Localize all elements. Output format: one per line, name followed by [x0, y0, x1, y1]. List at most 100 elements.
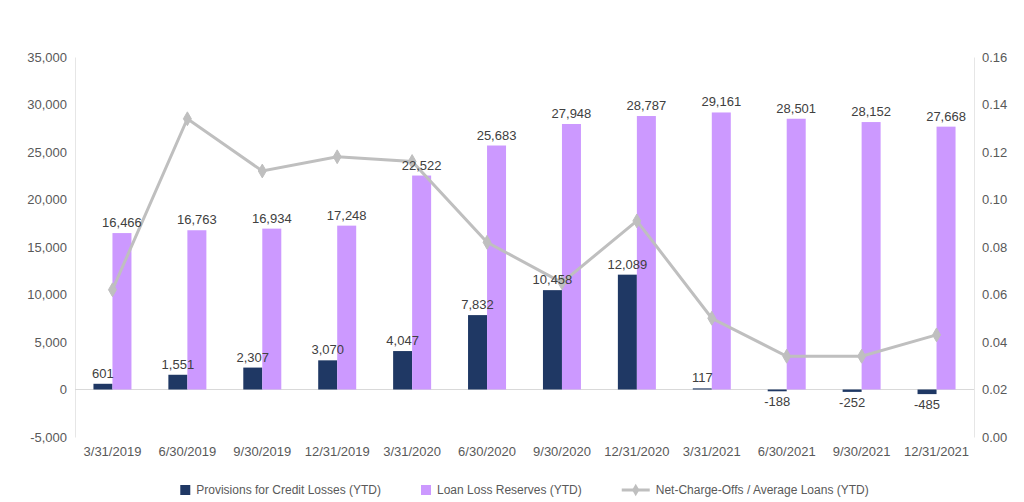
- tick: 0: [60, 382, 75, 397]
- marker: [183, 112, 191, 126]
- chart: -5,00005,00010,00015,00020,00025,00030,0…: [0, 0, 1024, 502]
- tick: 12/31/2020: [604, 444, 669, 459]
- tick-label: 0.04: [982, 335, 1007, 350]
- tick-label: -5,000: [30, 430, 67, 445]
- tick-label: 0.10: [982, 192, 1007, 207]
- data-label: 1,551: [162, 357, 195, 372]
- tick-label: 12/31/2021: [904, 444, 969, 459]
- legend-swatch: [180, 485, 190, 495]
- data-label: 16,763: [177, 212, 217, 227]
- legend-marker: [632, 484, 639, 496]
- data-labels: 6011,5512,3073,0704,0477,83210,45812,089…: [92, 94, 966, 412]
- tick: 6/30/2019: [158, 444, 216, 459]
- tick-label: 12/31/2020: [604, 444, 669, 459]
- bar: [618, 275, 637, 390]
- tick-label: 0.02: [982, 382, 1007, 397]
- data-label: 25,683: [477, 128, 517, 143]
- tick: 0.12: [974, 145, 1007, 160]
- tick: 35,000: [27, 50, 75, 65]
- data-label: -188: [764, 394, 790, 409]
- bar-series: [93, 275, 936, 394]
- tick-label: 0.16: [982, 50, 1007, 65]
- tick: 15,000: [27, 240, 75, 255]
- marker: [633, 214, 641, 228]
- bar-series: [112, 112, 955, 389]
- tick: 9/30/2019: [233, 444, 291, 459]
- marker: [933, 328, 941, 342]
- bar: [637, 116, 656, 389]
- tick-label: 0: [60, 382, 67, 397]
- bar: [918, 390, 937, 395]
- bar: [768, 390, 787, 392]
- marker: [108, 283, 116, 297]
- tick: 12/31/2021: [904, 444, 969, 459]
- bar: [843, 390, 862, 392]
- tick: -5,000: [30, 430, 75, 445]
- tick: 3/31/2021: [683, 444, 741, 459]
- axis-line: [974, 58, 975, 438]
- data-label: 3,070: [311, 342, 344, 357]
- bar: [487, 146, 506, 390]
- tick-label: 3/31/2021: [683, 444, 741, 459]
- tick-label: 0.06: [982, 287, 1007, 302]
- baseline: [75, 389, 974, 390]
- data-label: 7,832: [461, 297, 494, 312]
- data-label: 601: [92, 366, 114, 381]
- data-label: 12,089: [607, 257, 647, 272]
- tick: 6/30/2021: [758, 444, 816, 459]
- tick: 9/30/2020: [533, 444, 591, 459]
- tick: 0.00: [974, 430, 1007, 445]
- bar: [937, 127, 956, 390]
- tick-label: 9/30/2021: [833, 444, 891, 459]
- data-label: 28,787: [626, 98, 666, 113]
- bar: [393, 351, 412, 389]
- marker: [708, 311, 716, 325]
- tick: 12/31/2019: [305, 444, 370, 459]
- tick-label: 0.12: [982, 145, 1007, 160]
- data-label: 16,466: [102, 215, 142, 230]
- bar: [543, 290, 562, 389]
- marker: [783, 349, 791, 363]
- data-label: -252: [839, 395, 865, 410]
- bar: [787, 119, 806, 390]
- tick: 6/30/2020: [458, 444, 516, 459]
- data-label: 27,668: [926, 109, 966, 124]
- bar: [712, 112, 731, 389]
- x-axis: 3/31/20196/30/20199/30/201912/31/20193/3…: [84, 444, 970, 459]
- data-label: 22,522: [402, 158, 442, 173]
- tick-label: 12/31/2019: [305, 444, 370, 459]
- data-label: 27,948: [552, 106, 592, 121]
- tick-label: 35,000: [27, 50, 67, 65]
- tick: 0.02: [974, 382, 1007, 397]
- tick-label: 3/31/2020: [383, 444, 441, 459]
- bar: [318, 360, 337, 389]
- data-label: 28,152: [851, 104, 891, 119]
- tick-label: 0.14: [982, 97, 1007, 112]
- axis-line: [75, 58, 76, 438]
- tick-label: 0.00: [982, 430, 1007, 445]
- data-label: 2,307: [237, 350, 270, 365]
- y-axis: -5,00005,00010,00015,00020,00025,00030,0…: [27, 50, 75, 445]
- bar: [243, 368, 262, 390]
- marker: [333, 150, 341, 164]
- bar: [412, 176, 431, 390]
- tick: 3/31/2020: [383, 444, 441, 459]
- data-label: 10,458: [533, 272, 573, 287]
- tick: 10,000: [27, 287, 75, 302]
- tick: 0.08: [974, 240, 1007, 255]
- legend-label: Loan Loss Reserves (YTD): [437, 483, 582, 497]
- tick-label: 5,000: [34, 335, 67, 350]
- tick-label: 6/30/2020: [458, 444, 516, 459]
- tick-label: 25,000: [27, 145, 67, 160]
- line: [112, 119, 936, 357]
- tick-label: 20,000: [27, 192, 67, 207]
- bar: [562, 124, 581, 390]
- tick-label: 6/30/2019: [158, 444, 216, 459]
- tick: 0.06: [974, 287, 1007, 302]
- bar: [262, 229, 281, 390]
- bar: [93, 384, 112, 390]
- bar: [168, 375, 187, 390]
- tick-label: 0.08: [982, 240, 1007, 255]
- legend-label: Provisions for Credit Losses (YTD): [196, 483, 381, 497]
- bar: [693, 388, 712, 389]
